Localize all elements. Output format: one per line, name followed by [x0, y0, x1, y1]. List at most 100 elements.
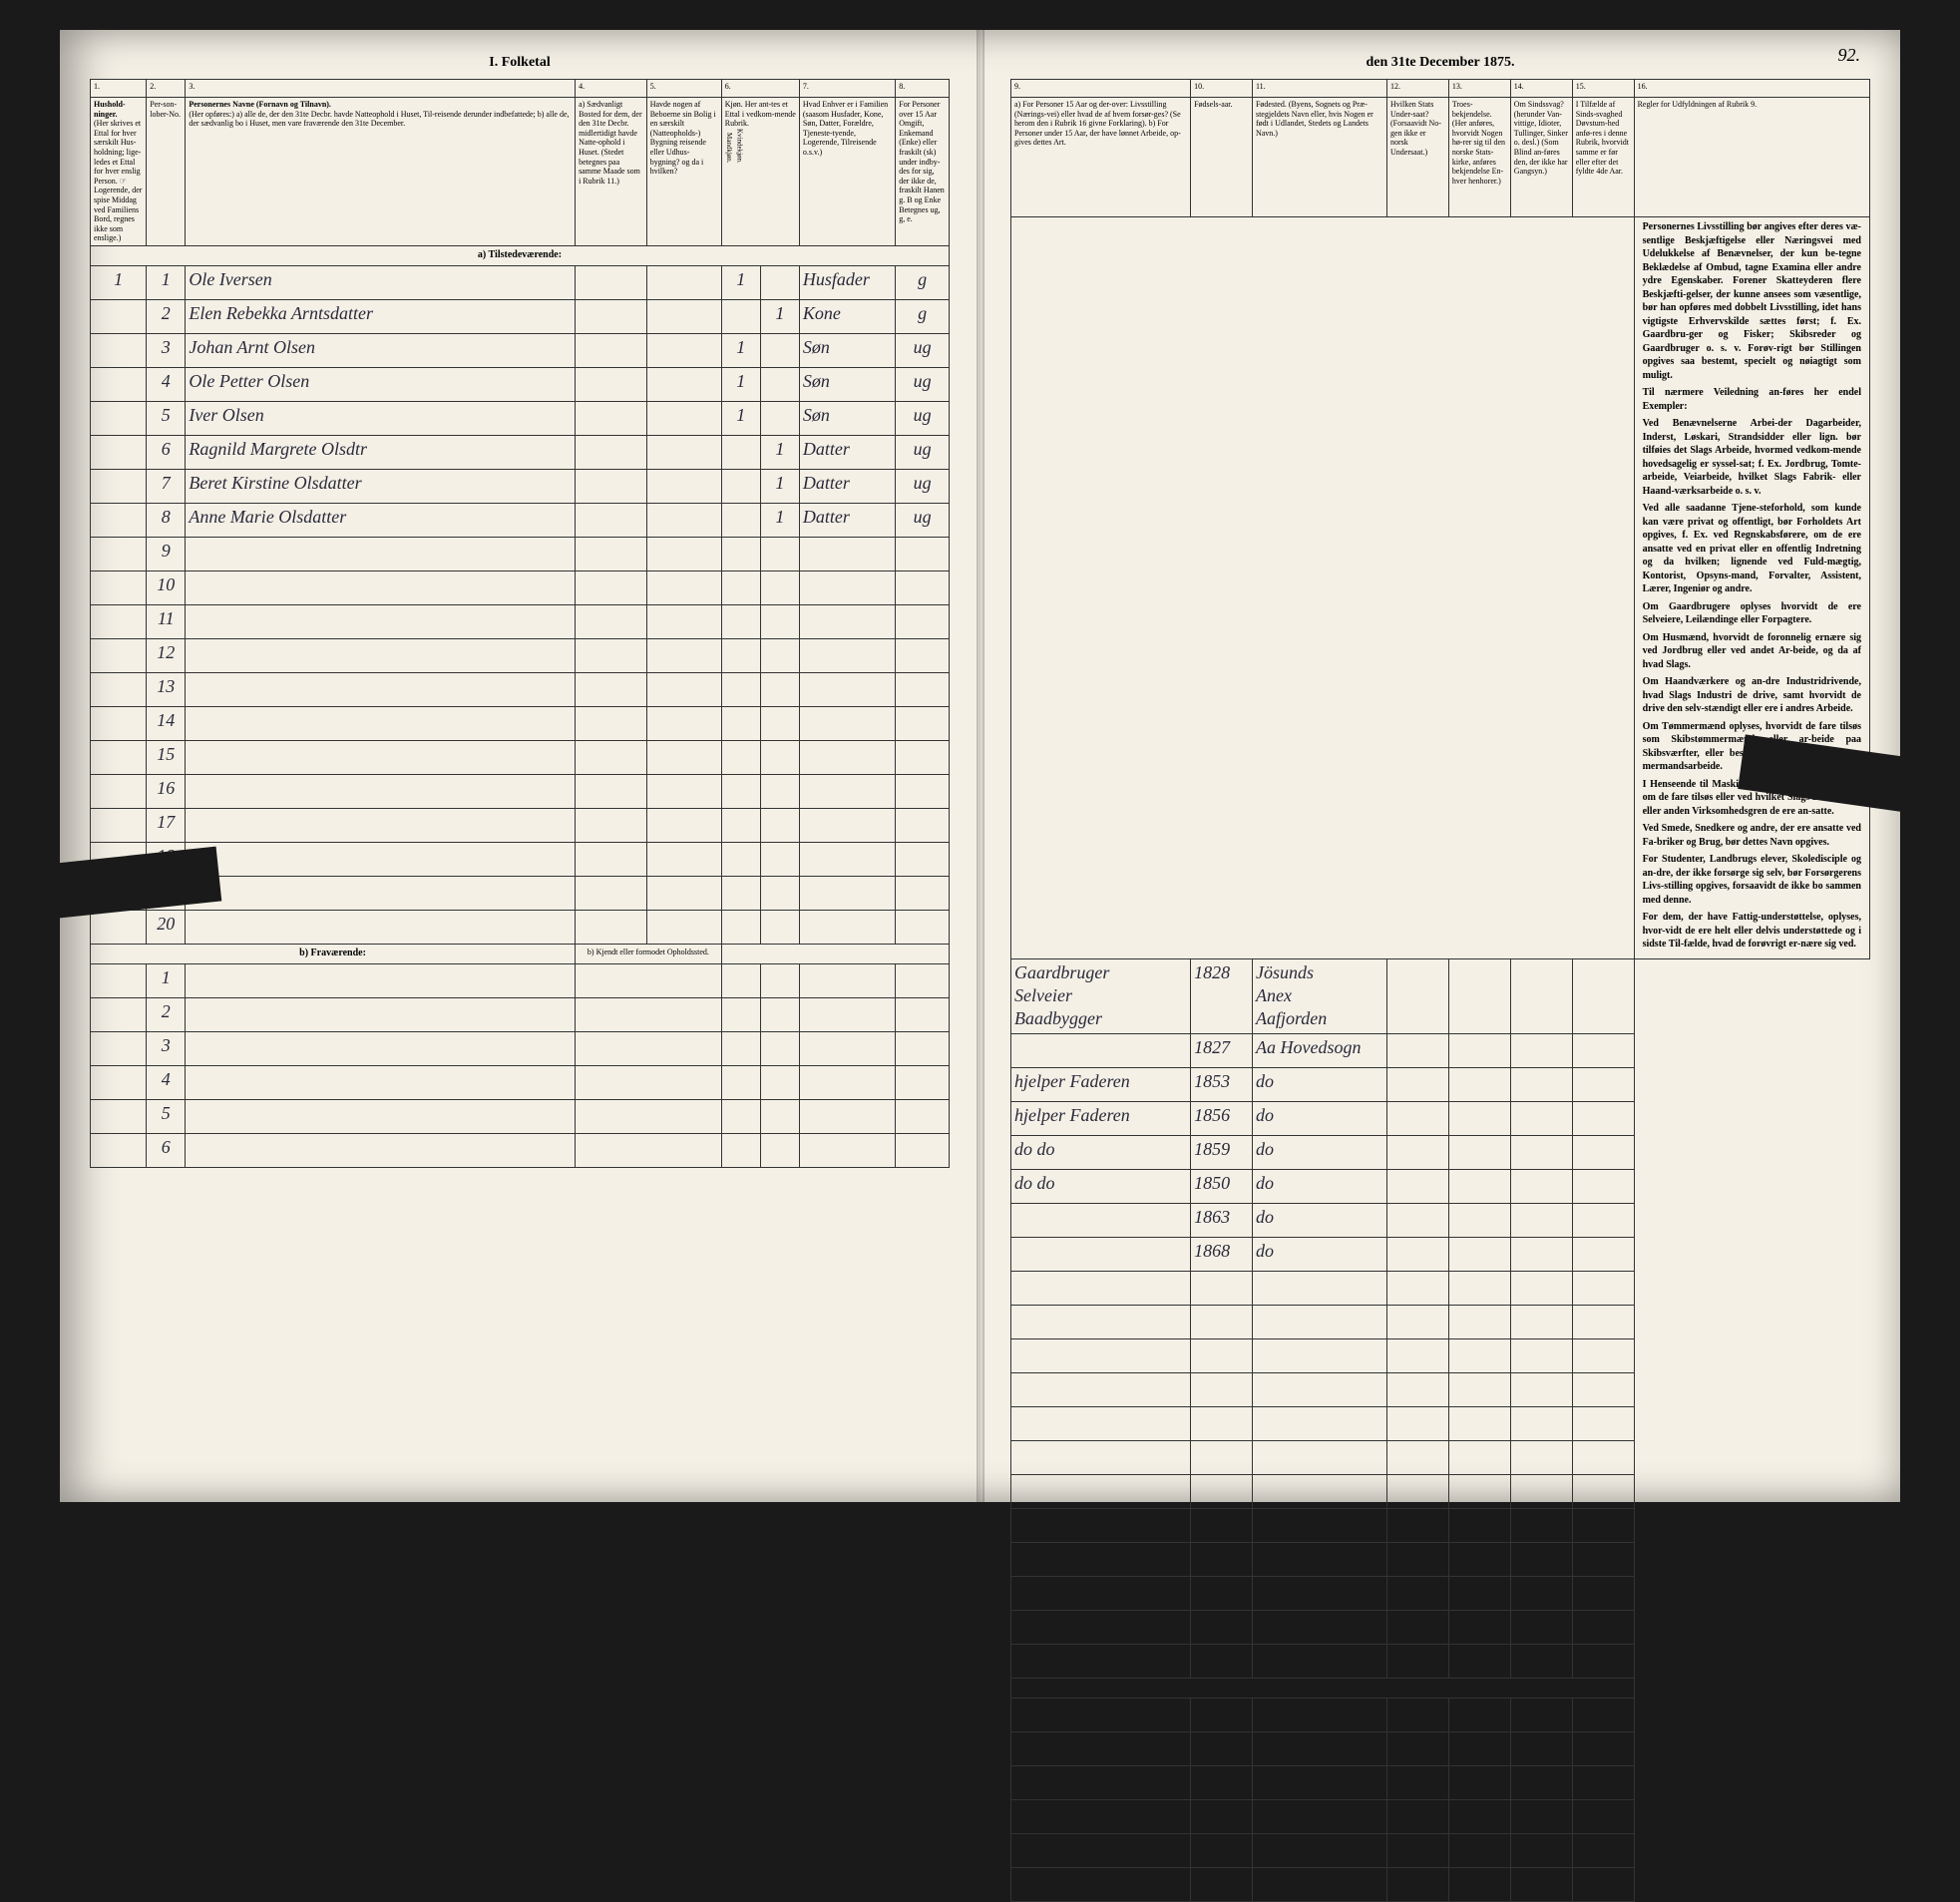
table-row-empty: 9: [91, 537, 950, 571]
relation: Søn: [799, 333, 895, 367]
rules-paragraph: Om Husmænd, hvorvidt de foronnelig ernær…: [1643, 631, 1861, 672]
table-row: do do 1859 do: [1011, 1135, 1870, 1169]
table-row: 2 Elen Rebekka Arntsdatter 1 Kone g: [91, 299, 950, 333]
hdr-12: Hvilken Stats Under-saat? (Forsaavidt No…: [1387, 98, 1449, 217]
sex-m: 1: [721, 367, 760, 401]
household-num: [91, 333, 147, 367]
rules-column: Personernes Livsstilling bør angives eft…: [1634, 217, 1869, 959]
table-row: GaardbrugerSelveierBaadbygger 1828 Jösun…: [1011, 958, 1870, 1033]
hdr-10: Fødsels-aar.: [1191, 98, 1253, 217]
table-row-empty: 1: [91, 963, 950, 997]
table-row-empty: [1011, 1372, 1870, 1406]
table-row-empty: [1011, 1440, 1870, 1474]
person-name: Ragnild Margrete Olsdtr: [186, 435, 576, 469]
col5: [646, 367, 721, 401]
table-row-empty: [1011, 1765, 1870, 1799]
birthplace: do: [1252, 1169, 1386, 1203]
table-row: 1863 do: [1011, 1203, 1870, 1237]
household-num: [91, 367, 147, 401]
birthplace: do: [1252, 1101, 1386, 1135]
table-row: 4 Ole Petter Olsen 1 Søn ug: [91, 367, 950, 401]
table-row-empty: [1011, 1508, 1870, 1542]
civil-status: ug: [896, 435, 950, 469]
rules-paragraph: Personernes Livsstilling bør angives eft…: [1643, 220, 1861, 382]
hdr-3: Personernes Navne (Fornavn og Tilnavn).(…: [186, 98, 576, 246]
hdr-16: Regler for Udfyldningen af Rubrik 9.: [1634, 98, 1869, 217]
table-row-empty: [1011, 1474, 1870, 1508]
sex-f: [760, 333, 799, 367]
rules-paragraph: Til nærmere Veiledning an-føres her ende…: [1643, 386, 1861, 413]
birthplace: JösundsAnexAafjorden: [1252, 958, 1386, 1033]
person-name: Anne Marie Olsdatter: [186, 503, 576, 537]
col5: [646, 401, 721, 435]
person-num: 6: [147, 435, 186, 469]
sex-m: [721, 435, 760, 469]
person-name: Ole Petter Olsen: [186, 367, 576, 401]
colnum-15: 15.: [1572, 80, 1634, 98]
hdr-11: Fødested. (Byens, Sognets og Præ-stegjel…: [1252, 98, 1386, 217]
civil-status: ug: [896, 469, 950, 503]
col4: [576, 265, 647, 299]
table-row-empty: [1011, 1867, 1870, 1901]
sex-f: [760, 401, 799, 435]
occupation: hjelper Faderen: [1011, 1101, 1191, 1135]
table-row: 8 Anne Marie Olsdatter 1 Datter ug: [91, 503, 950, 537]
birth-year: 1868: [1191, 1237, 1253, 1271]
page-number: 92.: [1838, 45, 1861, 66]
birthplace: Aa Hovedsogn: [1252, 1033, 1386, 1067]
colnum-12: 12.: [1387, 80, 1449, 98]
table-row-empty: [1011, 1338, 1870, 1372]
birth-year: 1863: [1191, 1203, 1253, 1237]
household-num: [91, 503, 147, 537]
table-row: 1827 Aa Hovedsogn: [1011, 1033, 1870, 1067]
table-row-empty: 15: [91, 740, 950, 774]
colnum-13: 13.: [1448, 80, 1510, 98]
colnum-7: 7.: [799, 80, 895, 98]
civil-status: g: [896, 265, 950, 299]
occupation: do do: [1011, 1135, 1191, 1169]
table-row: 1 1 Ole Iversen 1 Husfader g: [91, 265, 950, 299]
table-row-empty: [1011, 1542, 1870, 1576]
table-row: 1868 do: [1011, 1237, 1870, 1271]
rules-paragraph: Om Haandværkere og an-dre Industridriven…: [1643, 675, 1861, 716]
table-row-empty: [1011, 1833, 1870, 1867]
colnum-2: 2.: [147, 80, 186, 98]
sex-f: 1: [760, 469, 799, 503]
person-num: 2: [147, 299, 186, 333]
sex-f: 1: [760, 503, 799, 537]
occupation: do do: [1011, 1169, 1191, 1203]
table-row: do do 1850 do: [1011, 1169, 1870, 1203]
birth-year: 1853: [1191, 1067, 1253, 1101]
sex-f: 1: [760, 435, 799, 469]
household-num: 1: [91, 265, 147, 299]
civil-status: ug: [896, 503, 950, 537]
col5: [646, 503, 721, 537]
hdr-13: Troes-bekjendelse. (Her anføres, hvorvid…: [1448, 98, 1510, 217]
col4: [576, 333, 647, 367]
person-num: 3: [147, 333, 186, 367]
col5: [646, 333, 721, 367]
colnum-5: 5.: [646, 80, 721, 98]
occupation: [1011, 1033, 1191, 1067]
hdr-7: Hvad Enhver er i Familien (saasom Husfad…: [799, 98, 895, 246]
table-row-empty: 20: [91, 910, 950, 944]
col4: [576, 299, 647, 333]
hdr-9: a) For Personer 15 Aar og der-over: Livs…: [1011, 98, 1191, 217]
person-num: 8: [147, 503, 186, 537]
col4: [576, 367, 647, 401]
household-num: [91, 401, 147, 435]
title-right: den 31te December 1875.: [1010, 55, 1870, 71]
title-left: I. Folketal: [90, 55, 950, 71]
colnum-4: 4.: [576, 80, 647, 98]
person-num: 5: [147, 401, 186, 435]
hdr-5: Havde nogen af Beboerne sin Bolig i en s…: [646, 98, 721, 246]
book-spine: [977, 30, 984, 1502]
sex-m: 1: [721, 333, 760, 367]
table-row: 5 Iver Olsen 1 Søn ug: [91, 401, 950, 435]
colnum-16: 16.: [1634, 80, 1869, 98]
table-row: 6 Ragnild Margrete Olsdtr 1 Datter ug: [91, 435, 950, 469]
table-row: hjelper Faderen 1856 do: [1011, 1101, 1870, 1135]
birth-year: 1828: [1191, 958, 1253, 1033]
person-num: 7: [147, 469, 186, 503]
table-row-empty: [1011, 1644, 1870, 1678]
